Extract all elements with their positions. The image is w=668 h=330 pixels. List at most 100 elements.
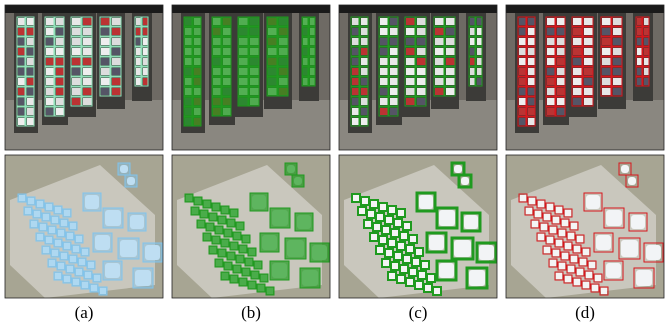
car [101, 88, 110, 95]
car [584, 28, 593, 35]
panel-content [339, 155, 497, 298]
car [143, 18, 148, 25]
car [101, 28, 110, 35]
car [557, 108, 565, 115]
car [547, 28, 555, 35]
tank [547, 204, 553, 210]
car [390, 98, 398, 105]
detection-box [249, 87, 259, 96]
image-panel [5, 5, 163, 155]
detection-box [18, 194, 26, 202]
tank [380, 204, 386, 210]
top-shadow [172, 5, 330, 13]
car [390, 38, 398, 45]
tank [606, 210, 622, 226]
car [417, 98, 426, 105]
car [446, 88, 455, 95]
car [528, 38, 535, 45]
detection-box [118, 238, 139, 259]
page: (a)(b)(c)(d) (() => { const data = JSON.… [0, 0, 668, 325]
tank [389, 273, 395, 279]
car [361, 38, 368, 45]
detection-box [278, 57, 288, 66]
detection-box [191, 207, 199, 215]
tank [386, 250, 392, 256]
detection-box [103, 208, 123, 228]
tank [377, 247, 383, 253]
detection-box [218, 249, 226, 257]
car [380, 88, 388, 95]
image-panel [172, 155, 330, 298]
detection-box [193, 87, 201, 96]
panel-content [506, 5, 664, 155]
tank [404, 223, 410, 229]
car [112, 78, 121, 85]
car [573, 48, 582, 55]
detection-box [222, 97, 231, 106]
detection-box [222, 107, 231, 116]
tank [556, 240, 562, 246]
detection-box [87, 261, 95, 269]
car [519, 18, 526, 25]
car [519, 98, 526, 105]
tank [371, 201, 377, 207]
car [573, 58, 582, 65]
car [18, 58, 25, 65]
car [406, 78, 415, 85]
tank [469, 270, 485, 286]
detection-box [48, 259, 56, 267]
detection-box [221, 239, 229, 247]
tank [559, 263, 565, 269]
car [557, 38, 565, 45]
detection-box [254, 261, 262, 269]
car [417, 38, 426, 45]
car [46, 38, 54, 45]
car [519, 48, 526, 55]
car [584, 58, 593, 65]
car [380, 58, 388, 65]
caption: (b) [241, 303, 261, 322]
detection-box [242, 235, 250, 243]
tank [419, 272, 425, 278]
tank [413, 259, 419, 265]
car [136, 68, 141, 75]
car [477, 18, 482, 25]
detection-box [251, 271, 259, 279]
detection-box [310, 243, 329, 262]
car [101, 58, 110, 65]
detection-box [249, 67, 259, 76]
panel-content [5, 155, 163, 298]
car [352, 38, 359, 45]
car [470, 28, 475, 35]
tank [383, 227, 389, 233]
car [557, 48, 565, 55]
car [46, 108, 54, 115]
detection-box [238, 77, 248, 86]
car [56, 28, 64, 35]
detection-box [221, 272, 229, 280]
detection-box [238, 87, 248, 96]
image-panel [339, 155, 497, 298]
detection-box [184, 117, 192, 126]
car [83, 18, 92, 25]
detection-box [212, 57, 221, 66]
car [519, 78, 526, 85]
detection-box [33, 210, 41, 218]
car [637, 28, 642, 35]
car [101, 18, 110, 25]
detection-box [81, 248, 89, 256]
detection-box [27, 197, 35, 205]
detection-box [249, 97, 259, 106]
car [112, 68, 121, 75]
tank [529, 198, 535, 204]
tank [389, 240, 395, 246]
car [547, 18, 555, 25]
detection-box [285, 163, 297, 175]
car [380, 68, 388, 75]
detection-box [302, 37, 308, 46]
detection-box [233, 265, 241, 273]
car [46, 28, 54, 35]
car [573, 78, 582, 85]
car [477, 48, 482, 55]
car [56, 58, 64, 65]
